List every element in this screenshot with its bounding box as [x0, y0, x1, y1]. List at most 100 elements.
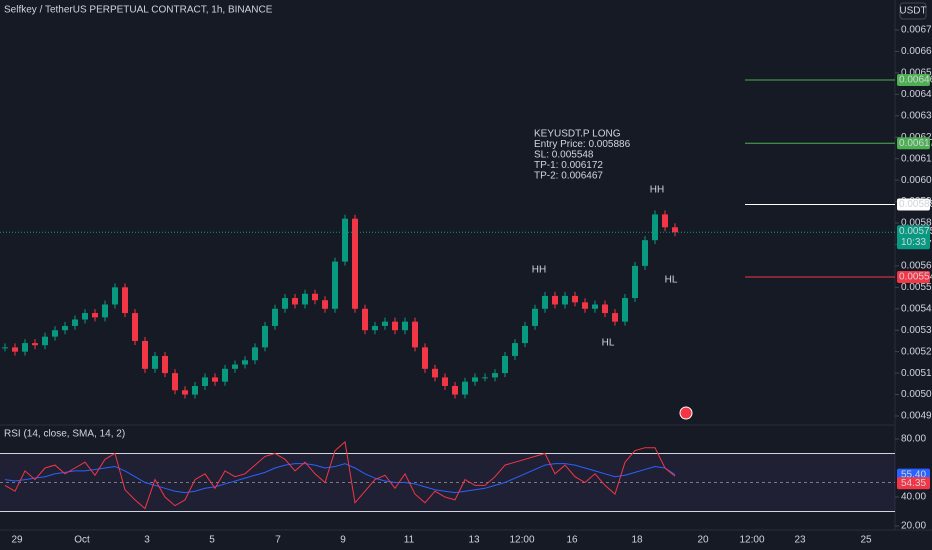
candle — [562, 295, 568, 305]
level-label: 0.005548 — [899, 272, 932, 283]
candle — [132, 313, 138, 341]
candle — [12, 347, 18, 352]
candle — [302, 293, 308, 305]
candle — [22, 343, 28, 352]
candle — [182, 390, 188, 395]
candle — [642, 240, 648, 266]
candle — [462, 381, 468, 395]
rsi-line — [4, 440, 676, 510]
candle — [92, 313, 98, 318]
candle — [282, 298, 288, 309]
swing-label: HL — [602, 338, 615, 349]
time-label: 25 — [860, 535, 872, 546]
candle — [262, 325, 268, 348]
candle — [662, 214, 668, 228]
candle — [72, 319, 78, 326]
candle — [542, 295, 548, 309]
rsi-label: 54.35 — [901, 478, 926, 489]
price-tick-label: 0.006700 — [901, 25, 932, 36]
price-tick-label: 0.005100 — [901, 368, 932, 379]
candle — [112, 287, 118, 305]
price-tick-label: 0.005400 — [901, 303, 932, 314]
time-label: 13 — [468, 535, 480, 546]
candle — [352, 218, 358, 309]
candle — [142, 340, 148, 369]
time-label: 5 — [209, 535, 215, 546]
candle — [632, 265, 638, 299]
candle — [512, 343, 518, 356]
level-label-bg — [897, 73, 930, 86]
candle — [252, 347, 258, 361]
candle — [382, 321, 388, 326]
candle — [62, 325, 68, 331]
candle — [582, 302, 588, 309]
candle — [212, 377, 218, 382]
candle — [522, 325, 528, 344]
candle — [52, 330, 58, 337]
trade-note: TP-2: 0.006467 — [534, 171, 603, 182]
candle — [192, 385, 198, 395]
price-tick-label: 0.006000 — [901, 175, 932, 186]
time-label: 12:00 — [739, 535, 764, 546]
price-tick-label: 0.005300 — [901, 325, 932, 336]
price-tick-label: 0.004900 — [901, 411, 932, 422]
price-tick-label: 0.006300 — [901, 110, 932, 121]
trade-note: SL: 0.005548 — [534, 150, 594, 161]
candle — [202, 377, 208, 386]
candle — [102, 304, 108, 318]
current-price: 0.005757 — [899, 226, 932, 237]
trade-note: KEYUSDT.P LONG — [534, 129, 621, 140]
candle — [162, 355, 168, 374]
candle — [552, 295, 558, 305]
rsi-ma-line — [4, 463, 676, 494]
candle — [502, 355, 508, 374]
price-tick-label: 0.006100 — [901, 153, 932, 164]
time-label: 3 — [144, 535, 150, 546]
time-label: 29 — [11, 535, 23, 546]
price-tick-label: 0.005000 — [901, 389, 932, 400]
candle — [152, 355, 158, 369]
candle — [242, 360, 248, 365]
candle — [572, 295, 578, 303]
currency[interactable]: USDT — [899, 6, 926, 17]
rsi-label-bg — [897, 477, 930, 490]
currency-box[interactable] — [899, 2, 927, 20]
rsi-ma-label: 55.40 — [901, 469, 926, 480]
candle — [612, 313, 618, 322]
candle — [342, 218, 348, 262]
level-label: 0.006172 — [899, 138, 932, 149]
candle — [362, 308, 368, 331]
candle — [232, 364, 238, 369]
current-price-bg — [897, 225, 930, 250]
candle — [402, 321, 408, 331]
candle — [172, 373, 178, 391]
candle — [222, 368, 228, 382]
time-label: 9 — [340, 535, 346, 546]
swing-label: HH — [532, 265, 546, 276]
price-tick-label: 0.006500 — [901, 68, 932, 79]
candle — [372, 325, 378, 331]
candle — [2, 347, 8, 349]
candle — [322, 300, 328, 309]
time-label: 16 — [566, 535, 578, 546]
rsi-tick-label: 80.00 — [901, 434, 926, 445]
time-label: 23 — [794, 535, 806, 546]
level-label-bg — [897, 137, 930, 150]
candle — [452, 385, 458, 395]
event-icon[interactable] — [679, 406, 693, 420]
candle — [32, 343, 38, 346]
candle — [122, 287, 128, 314]
rsi-title: RSI (14, close, SMA, 14, 2) — [4, 429, 125, 440]
candle — [492, 373, 498, 378]
candle — [532, 308, 538, 326]
level-label: 0.005886 — [899, 199, 932, 210]
time-label: 18 — [631, 535, 643, 546]
time-label: 20 — [697, 535, 709, 546]
rsi-tick-label: 20.00 — [901, 521, 926, 532]
trade-note: TP-1: 0.006172 — [534, 160, 603, 171]
price-tick-label: 0.005600 — [901, 261, 932, 272]
time-label: 11 — [404, 535, 415, 546]
price-tick-label: 0.005800 — [901, 218, 932, 229]
trade-note: Entry Price: 0.005886 — [534, 139, 631, 150]
candle — [672, 227, 678, 233]
